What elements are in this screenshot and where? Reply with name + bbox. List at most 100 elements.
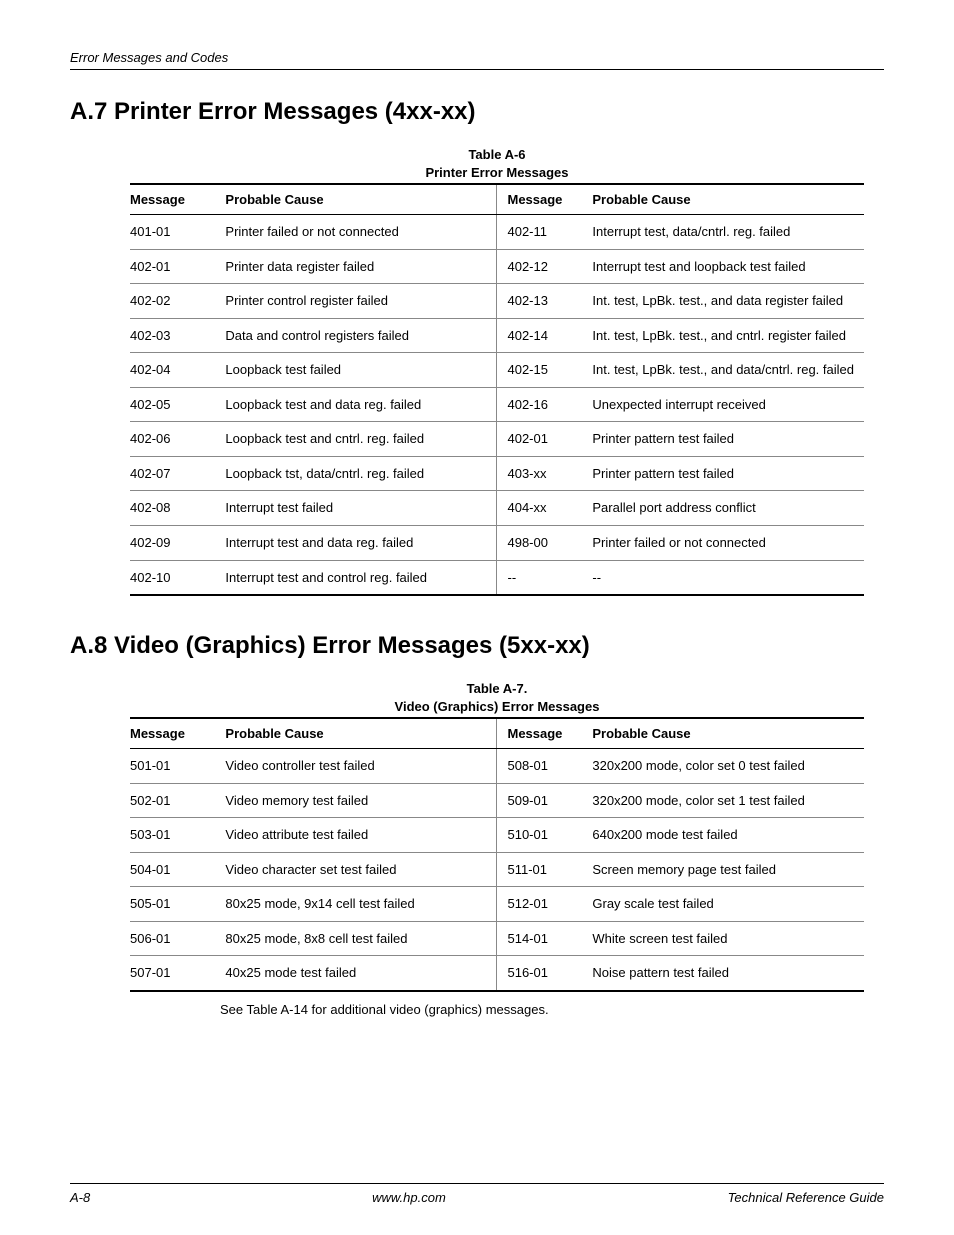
cell-message: 402-09 bbox=[130, 526, 225, 561]
cell-cause: 640x200 mode test failed bbox=[592, 818, 864, 853]
cell-message: 402-03 bbox=[130, 318, 225, 353]
footer-doc-title: Technical Reference Guide bbox=[728, 1190, 884, 1205]
cell-message: 402-01 bbox=[130, 249, 225, 284]
cell-message: 504-01 bbox=[130, 852, 225, 887]
col-header-cause: Probable Cause bbox=[225, 184, 497, 215]
page-footer: A-8 www.hp.com Technical Reference Guide bbox=[70, 1183, 884, 1205]
table-row: 402-06Loopback test and cntrl. reg. fail… bbox=[130, 422, 864, 457]
col-header-message: Message bbox=[130, 718, 225, 749]
table-row: 402-07Loopback tst, data/cntrl. reg. fai… bbox=[130, 456, 864, 491]
table-a7: Message Probable Cause Message Probable … bbox=[130, 717, 864, 992]
table-row: 502-01Video memory test failed509-01320x… bbox=[130, 783, 864, 818]
cell-message: 498-00 bbox=[497, 526, 592, 561]
table-a7-wrap: Table A-7. Video (Graphics) Error Messag… bbox=[130, 680, 864, 1017]
cell-message: 511-01 bbox=[497, 852, 592, 887]
header-rule bbox=[70, 69, 884, 70]
cell-cause: Printer data register failed bbox=[225, 249, 497, 284]
cell-cause: 80x25 mode, 8x8 cell test failed bbox=[225, 921, 497, 956]
cell-cause: Loopback test and data reg. failed bbox=[225, 387, 497, 422]
table-row: 506-0180x25 mode, 8x8 cell test failed51… bbox=[130, 921, 864, 956]
table-row: 504-01Video character set test failed511… bbox=[130, 852, 864, 887]
cell-cause: Video controller test failed bbox=[225, 749, 497, 784]
table-a6-wrap: Table A-6 Printer Error Messages Message… bbox=[130, 146, 864, 596]
cell-cause: Loopback tst, data/cntrl. reg. failed bbox=[225, 456, 497, 491]
cell-message: 508-01 bbox=[497, 749, 592, 784]
cell-message: 402-05 bbox=[130, 387, 225, 422]
cell-message: 502-01 bbox=[130, 783, 225, 818]
cell-cause: Interrupt test and loopback test failed bbox=[592, 249, 864, 284]
cell-message: 507-01 bbox=[130, 956, 225, 991]
cell-message: 402-14 bbox=[497, 318, 592, 353]
cell-message: 402-16 bbox=[497, 387, 592, 422]
table-a7-note: See Table A-14 for additional video (gra… bbox=[220, 1002, 864, 1017]
table-a7-caption-line2: Video (Graphics) Error Messages bbox=[395, 699, 600, 714]
cell-message: 402-15 bbox=[497, 353, 592, 388]
table-row: 402-04Loopback test failed402-15Int. tes… bbox=[130, 353, 864, 388]
cell-cause: Printer pattern test failed bbox=[592, 422, 864, 457]
table-row: 402-08Interrupt test failed404-xxParalle… bbox=[130, 491, 864, 526]
cell-message: 403-xx bbox=[497, 456, 592, 491]
table-row: 401-01Printer failed or not connected402… bbox=[130, 215, 864, 250]
cell-message: 402-01 bbox=[497, 422, 592, 457]
cell-message: 401-01 bbox=[130, 215, 225, 250]
cell-cause: Loopback test and cntrl. reg. failed bbox=[225, 422, 497, 457]
cell-cause: Parallel port address conflict bbox=[592, 491, 864, 526]
cell-cause: Printer control register failed bbox=[225, 284, 497, 319]
cell-message: 506-01 bbox=[130, 921, 225, 956]
cell-cause: Video attribute test failed bbox=[225, 818, 497, 853]
col-header-message: Message bbox=[497, 718, 592, 749]
col-header-cause: Probable Cause bbox=[592, 718, 864, 749]
cell-cause: Interrupt test and data reg. failed bbox=[225, 526, 497, 561]
cell-message: 516-01 bbox=[497, 956, 592, 991]
page-header-section: Error Messages and Codes bbox=[70, 50, 884, 65]
cell-cause: Printer failed or not connected bbox=[592, 526, 864, 561]
cell-message: 510-01 bbox=[497, 818, 592, 853]
cell-message: 402-08 bbox=[130, 491, 225, 526]
table-row: 505-0180x25 mode, 9x14 cell test failed5… bbox=[130, 887, 864, 922]
cell-cause: Loopback test failed bbox=[225, 353, 497, 388]
cell-cause: -- bbox=[592, 560, 864, 595]
table-a6-caption-line2: Printer Error Messages bbox=[425, 165, 568, 180]
table-a7-caption-line1: Table A-7. bbox=[467, 681, 528, 696]
section-a7-heading: A.7 Printer Error Messages (4xx-xx) bbox=[70, 98, 884, 126]
cell-cause: Int. test, LpBk. test., and data registe… bbox=[592, 284, 864, 319]
cell-cause: Printer failed or not connected bbox=[225, 215, 497, 250]
cell-cause: Screen memory page test failed bbox=[592, 852, 864, 887]
table-row: 402-09Interrupt test and data reg. faile… bbox=[130, 526, 864, 561]
cell-cause: White screen test failed bbox=[592, 921, 864, 956]
cell-cause: 320x200 mode, color set 1 test failed bbox=[592, 783, 864, 818]
table-a7-caption: Table A-7. Video (Graphics) Error Messag… bbox=[130, 680, 864, 715]
cell-cause: Int. test, LpBk. test., and cntrl. regis… bbox=[592, 318, 864, 353]
cell-cause: Interrupt test failed bbox=[225, 491, 497, 526]
cell-cause: Printer pattern test failed bbox=[592, 456, 864, 491]
cell-message: 402-12 bbox=[497, 249, 592, 284]
table-row: 402-01Printer data register failed402-12… bbox=[130, 249, 864, 284]
cell-cause: Unexpected interrupt received bbox=[592, 387, 864, 422]
cell-cause: Video character set test failed bbox=[225, 852, 497, 887]
cell-cause: Int. test, LpBk. test., and data/cntrl. … bbox=[592, 353, 864, 388]
table-row: 402-02Printer control register failed402… bbox=[130, 284, 864, 319]
cell-cause: Gray scale test failed bbox=[592, 887, 864, 922]
table-row: 507-0140x25 mode test failed516-01Noise … bbox=[130, 956, 864, 991]
table-a6: Message Probable Cause Message Probable … bbox=[130, 183, 864, 596]
cell-message: 402-04 bbox=[130, 353, 225, 388]
cell-message: 404-xx bbox=[497, 491, 592, 526]
table-a6-caption: Table A-6 Printer Error Messages bbox=[130, 146, 864, 181]
cell-cause: 80x25 mode, 9x14 cell test failed bbox=[225, 887, 497, 922]
cell-message: 503-01 bbox=[130, 818, 225, 853]
cell-message: 402-10 bbox=[130, 560, 225, 595]
footer-rule bbox=[70, 1183, 884, 1184]
col-header-cause: Probable Cause bbox=[225, 718, 497, 749]
col-header-cause: Probable Cause bbox=[592, 184, 864, 215]
cell-cause: Data and control registers failed bbox=[225, 318, 497, 353]
cell-cause: Interrupt test, data/cntrl. reg. failed bbox=[592, 215, 864, 250]
col-header-message: Message bbox=[130, 184, 225, 215]
cell-message: 402-13 bbox=[497, 284, 592, 319]
cell-cause: Noise pattern test failed bbox=[592, 956, 864, 991]
cell-message: 512-01 bbox=[497, 887, 592, 922]
cell-message: 501-01 bbox=[130, 749, 225, 784]
cell-message: 514-01 bbox=[497, 921, 592, 956]
table-row: 503-01Video attribute test failed510-016… bbox=[130, 818, 864, 853]
cell-message: 402-02 bbox=[130, 284, 225, 319]
table-row: 402-05Loopback test and data reg. failed… bbox=[130, 387, 864, 422]
